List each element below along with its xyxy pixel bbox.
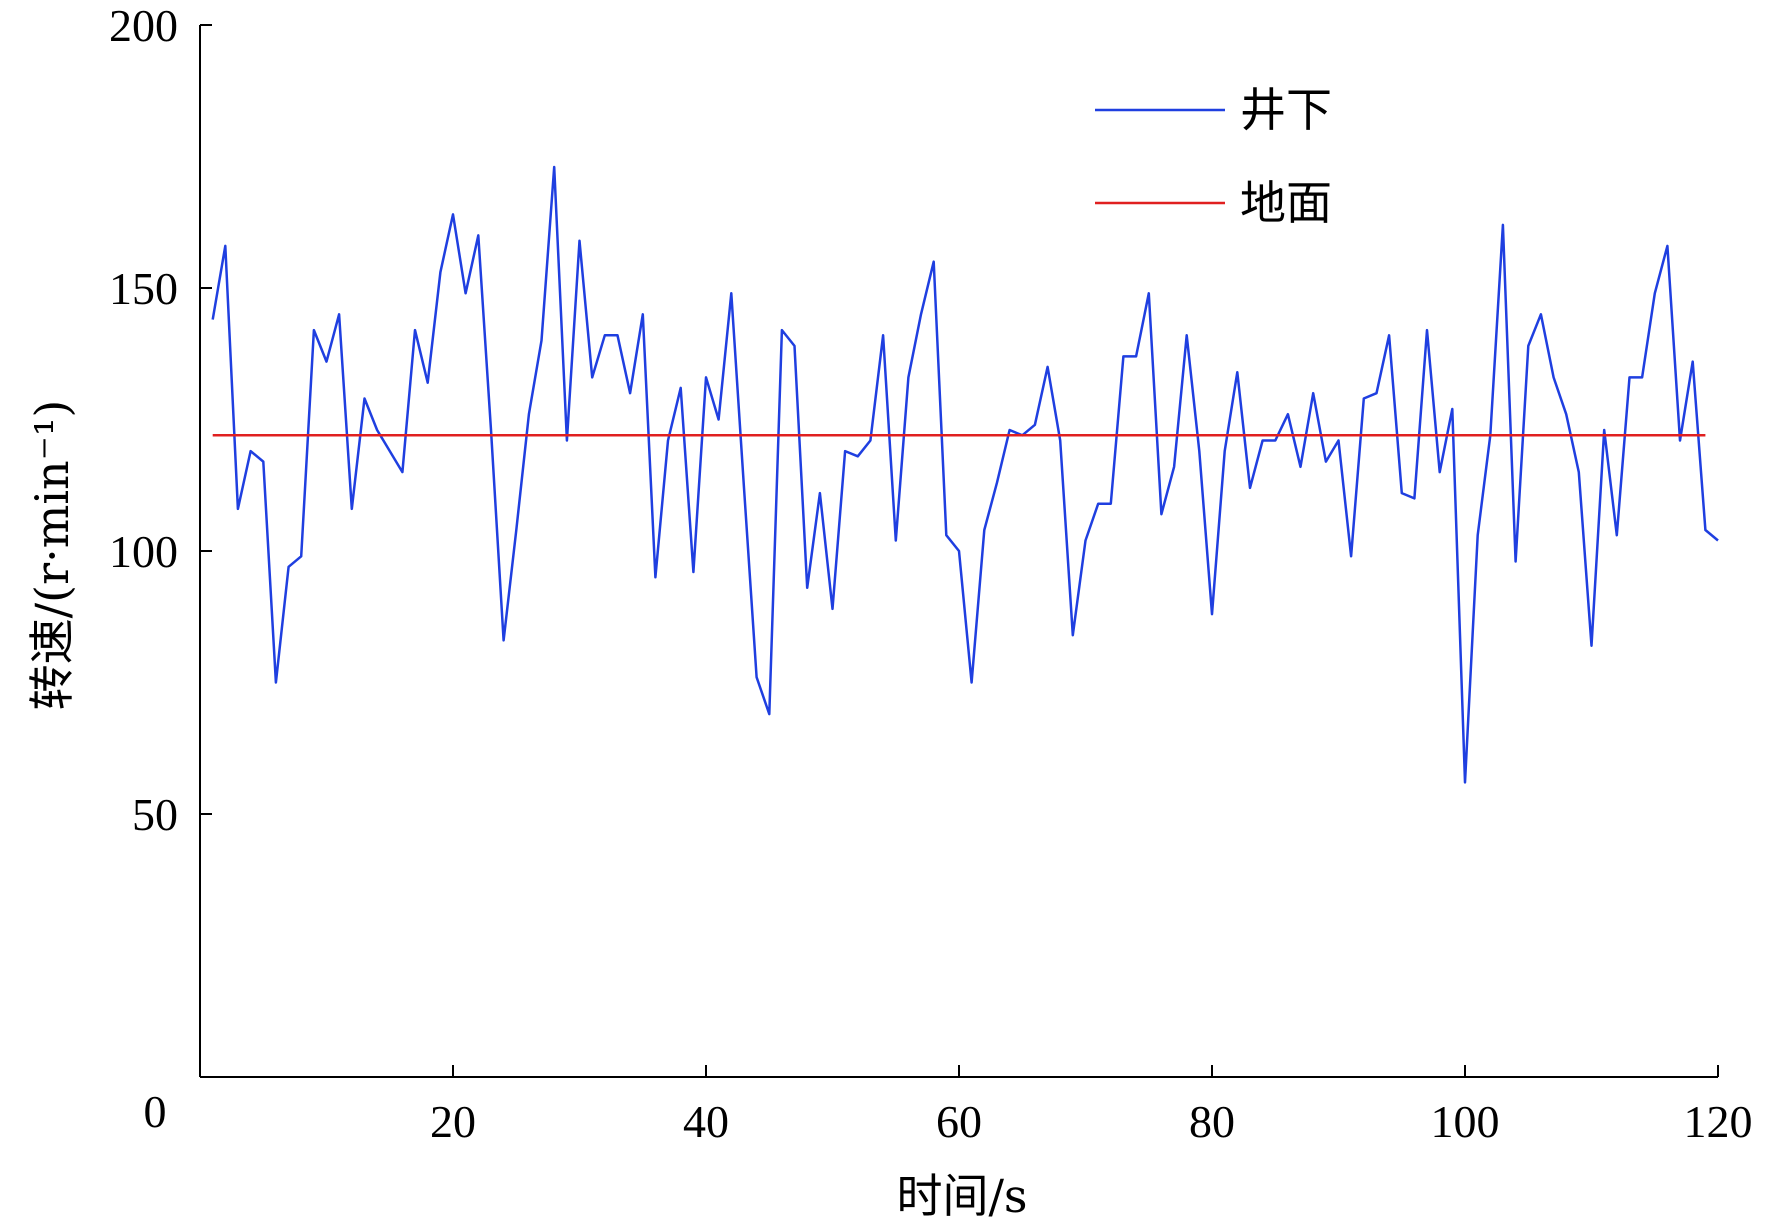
x-tick-label: 40 bbox=[683, 1096, 729, 1147]
legend-label: 井下 bbox=[1240, 83, 1332, 137]
x-tick-label: 0 bbox=[144, 1086, 167, 1137]
x-tick-label: 60 bbox=[936, 1096, 982, 1147]
y-tick-label: 150 bbox=[109, 263, 178, 314]
y-axis-title: 转速/(r·min⁻¹) bbox=[25, 400, 79, 711]
legend-label: 地面 bbox=[1240, 176, 1332, 230]
x-tick-label: 120 bbox=[1684, 1096, 1753, 1147]
x-tick-label: 20 bbox=[430, 1096, 476, 1147]
ticks: 0 20 40 60 80 100 120 50 100 150 200 bbox=[109, 0, 1753, 1147]
x-tick-label: 100 bbox=[1431, 1096, 1500, 1147]
y-tick-label: 100 bbox=[109, 526, 178, 577]
x-axis-title: 时间/s bbox=[896, 1169, 1027, 1223]
y-tick-label: 50 bbox=[132, 789, 178, 840]
y-tick-label: 200 bbox=[109, 0, 178, 51]
plot-lines bbox=[211, 165, 1719, 784]
series-line-1 bbox=[211, 165, 1719, 784]
x-tick-label: 80 bbox=[1189, 1096, 1235, 1147]
